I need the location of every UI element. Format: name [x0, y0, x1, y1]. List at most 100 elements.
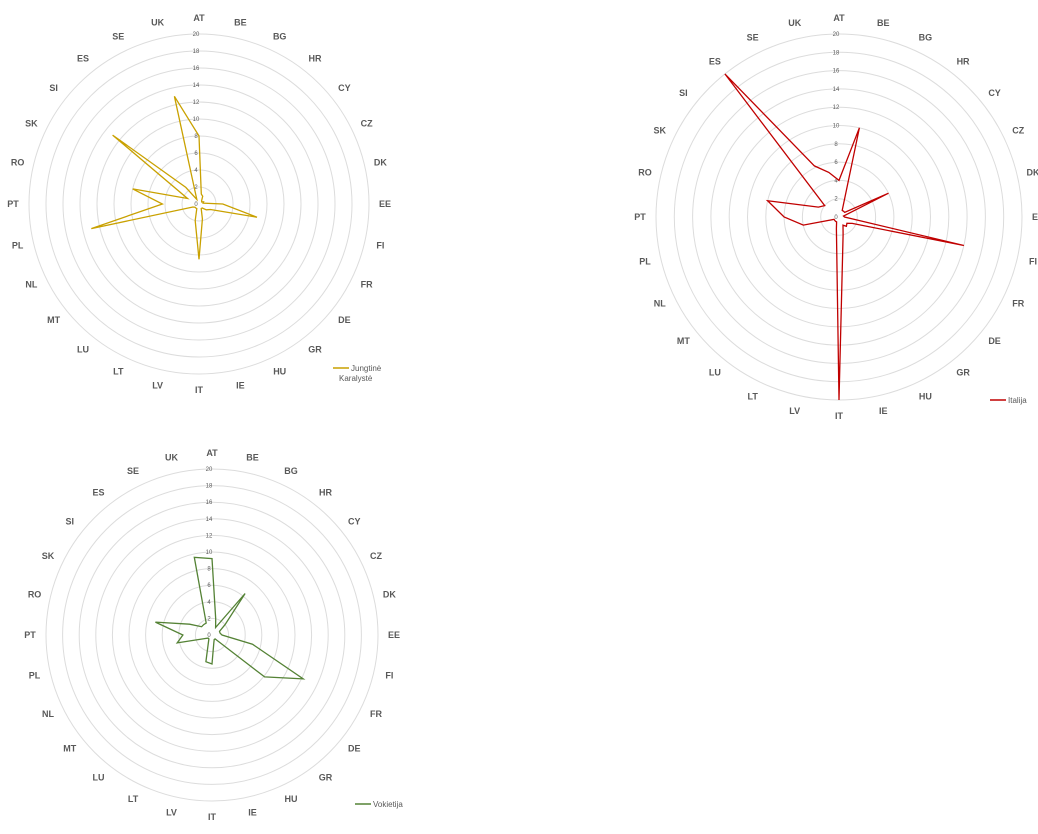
gridline-circle	[62, 485, 362, 785]
category-label: IE	[248, 807, 257, 817]
radial-tick-label: 8	[207, 567, 211, 573]
category-label: SE	[112, 31, 124, 41]
gridline-circle	[45, 468, 379, 802]
radial-tick-label: 4	[834, 178, 838, 184]
radial-tick-label: 2	[194, 185, 198, 191]
radial-tick-label: 12	[193, 100, 200, 106]
category-label: MT	[47, 315, 60, 325]
category-label: SK	[653, 126, 666, 136]
category-label: CZ	[1012, 126, 1024, 136]
gridline-circle	[692, 70, 986, 364]
category-label: BG	[273, 31, 287, 41]
radial-tick-label: 18	[206, 484, 213, 490]
category-label: CZ	[370, 551, 382, 561]
category-label: NL	[25, 280, 37, 290]
legend-label: Italija	[1008, 396, 1027, 405]
series-line	[724, 73, 965, 401]
category-label: BE	[234, 18, 247, 28]
radial-tick-label: 16	[206, 500, 213, 506]
category-label: NL	[42, 709, 54, 719]
category-label: FR	[361, 280, 373, 290]
category-label: PT	[24, 630, 36, 640]
category-label: RO	[28, 590, 42, 600]
category-label: IT	[195, 385, 204, 395]
radial-tick-label: 14	[206, 517, 213, 523]
category-label: AT	[193, 13, 205, 23]
category-label: LV	[789, 406, 800, 416]
gridline-circle	[28, 33, 370, 375]
radial-tick-label: 18	[193, 49, 200, 55]
category-label: DE	[348, 743, 361, 753]
category-label: HR	[319, 488, 332, 498]
category-label: EE	[388, 630, 400, 640]
category-label: HU	[919, 391, 932, 401]
radial-tick-label: 2	[207, 616, 211, 622]
radial-tick-label: 12	[833, 105, 840, 111]
category-label: HR	[308, 54, 321, 64]
radial-tick-label: 10	[833, 124, 840, 130]
category-label: PT	[634, 212, 646, 222]
radial-tick-label: 8	[834, 142, 838, 148]
category-label: FI	[376, 240, 384, 250]
legend-label: Jungtinė	[351, 364, 382, 373]
radial-tick-label: 6	[207, 583, 211, 589]
radial-tick-label: 4	[207, 600, 211, 606]
legend-label: Vokietija	[373, 800, 403, 809]
category-label: BE	[877, 18, 890, 28]
radial-tick-label: 0	[194, 202, 198, 208]
category-label: DK	[383, 590, 396, 600]
radial-tick-label: 0	[834, 215, 838, 221]
category-label: AT	[833, 13, 845, 23]
category-label: BG	[919, 33, 933, 43]
category-label: UK	[788, 18, 801, 28]
category-label: MT	[63, 743, 76, 753]
gridline-circle	[111, 534, 313, 736]
category-label: DK	[374, 158, 387, 168]
category-label: HU	[284, 794, 297, 804]
series-line	[91, 95, 258, 260]
category-label: GR	[956, 368, 970, 378]
radial-tick-label: 14	[833, 87, 840, 93]
gridline-circle	[178, 601, 246, 669]
category-label: EE	[379, 199, 391, 209]
radial-tick-label: 2	[834, 197, 838, 203]
category-label: IE	[236, 380, 245, 390]
radial-tick-label: 16	[833, 69, 840, 75]
radial-tick-label: 12	[206, 533, 213, 539]
category-label: PL	[12, 240, 24, 250]
radial-tick-label: 16	[193, 66, 200, 72]
category-label: AT	[206, 448, 218, 458]
category-label: IT	[835, 411, 844, 421]
gridline-circle	[145, 568, 279, 702]
category-label: CZ	[361, 118, 373, 128]
category-label: LT	[128, 794, 139, 804]
radial-tick-label: 10	[193, 117, 200, 123]
series-line	[155, 556, 306, 680]
category-label: UK	[151, 18, 164, 28]
category-label: IT	[208, 812, 217, 822]
category-label: ES	[709, 56, 721, 66]
category-label: FR	[1012, 298, 1024, 308]
gridline-circle	[194, 617, 230, 653]
gridline-circle	[783, 161, 895, 273]
category-label: SK	[42, 551, 55, 561]
category-label: GR	[308, 344, 322, 354]
category-label: SE	[747, 33, 759, 43]
gridline-circle	[164, 169, 234, 239]
gridline-circle	[113, 118, 285, 290]
category-label: CY	[988, 88, 1001, 98]
category-label: EE	[1032, 212, 1038, 222]
category-label: SK	[25, 118, 38, 128]
radar-panel: 0 2 4 6 8 10 12 14 16 18 20 AT BE BG HR CY CZ DK EE FI FR DE G…	[24, 448, 403, 822]
category-label: DK	[1027, 168, 1038, 178]
gridline-circle	[673, 51, 1005, 383]
radial-tick-label: 20	[206, 467, 213, 473]
legend-label: Karalystė	[339, 374, 373, 383]
radial-tick-label: 6	[194, 151, 198, 157]
category-label: ES	[77, 54, 89, 64]
category-label: FR	[370, 709, 382, 719]
category-label: LT	[113, 367, 124, 377]
radial-tick-label: 18	[833, 50, 840, 56]
category-label: SE	[127, 466, 139, 476]
